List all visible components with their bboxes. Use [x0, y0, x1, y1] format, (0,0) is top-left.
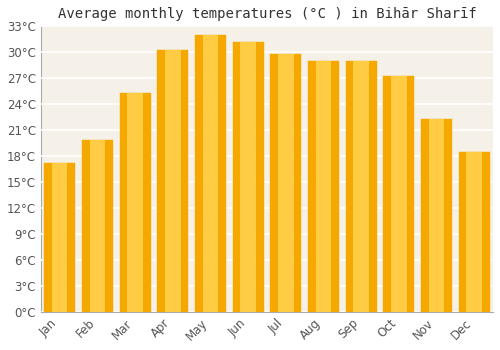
Bar [240, 42, 256, 312]
Bar [278, 54, 293, 312]
Bar [90, 140, 105, 312]
Bar [165, 50, 180, 312]
Title: Average monthly temperatures (°C ) in Bihār Sharīf: Average monthly temperatures (°C ) in Bi… [58, 7, 476, 21]
Bar [384, 76, 414, 312]
Bar [128, 93, 143, 312]
Bar [346, 61, 376, 312]
Bar [195, 35, 226, 312]
Bar [120, 93, 150, 312]
Bar [82, 140, 113, 312]
Bar [354, 61, 369, 312]
Bar [466, 152, 482, 312]
Bar [421, 119, 452, 312]
Bar [429, 119, 444, 312]
Bar [158, 50, 188, 312]
Bar [391, 76, 406, 312]
Bar [459, 152, 490, 312]
Bar [270, 54, 302, 312]
Bar [232, 42, 264, 312]
Bar [44, 163, 75, 312]
Bar [316, 61, 331, 312]
Bar [308, 61, 339, 312]
Bar [52, 163, 68, 312]
Bar [203, 35, 218, 312]
